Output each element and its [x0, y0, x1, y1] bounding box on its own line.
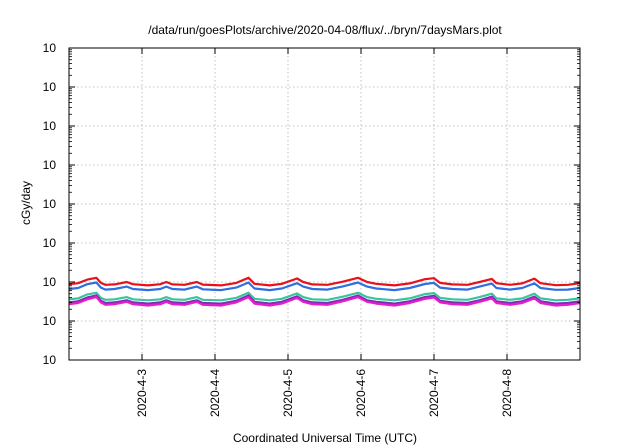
chart-title: /data/run/goesPlots/archive/2020-04-08/f… — [148, 23, 502, 37]
x-tick-label: 2020-4-4 — [208, 369, 222, 417]
y-tick-label: 10 — [43, 119, 57, 133]
y-tick-label: 10 — [43, 41, 57, 55]
gridlines — [69, 48, 580, 360]
axes: 10-410-310-210-11001011021031042020-4-32… — [43, 41, 581, 417]
series-line-5 — [68, 296, 581, 307]
x-tick-label: 2020-4-3 — [135, 369, 149, 417]
y-tick-label: 10 — [43, 80, 57, 94]
y-tick-label: 10 — [43, 197, 57, 211]
x-tick-label: 2020-4-8 — [500, 369, 514, 417]
series-line-2 — [68, 281, 581, 292]
series-line-4 — [68, 294, 581, 305]
y-tick-label: 10 — [43, 158, 57, 172]
series-lines — [68, 276, 581, 307]
y-tick-label: 10 — [43, 353, 57, 367]
x-tick-label: 2020-4-6 — [354, 369, 368, 417]
x-axis-label: Coordinated Universal Time (UTC) — [233, 431, 417, 445]
series-line-3 — [68, 291, 581, 302]
series-line-1 — [68, 276, 581, 287]
plot-frame — [68, 47, 581, 361]
y-axis-label: cGy/day — [19, 181, 33, 225]
y-tick-label: 10 — [43, 314, 57, 328]
y-tick-label: 10 — [43, 275, 57, 289]
y-tick-label: 10 — [43, 236, 57, 250]
x-tick-label: 2020-4-5 — [281, 369, 295, 417]
x-tick-label: 2020-4-7 — [427, 369, 441, 417]
